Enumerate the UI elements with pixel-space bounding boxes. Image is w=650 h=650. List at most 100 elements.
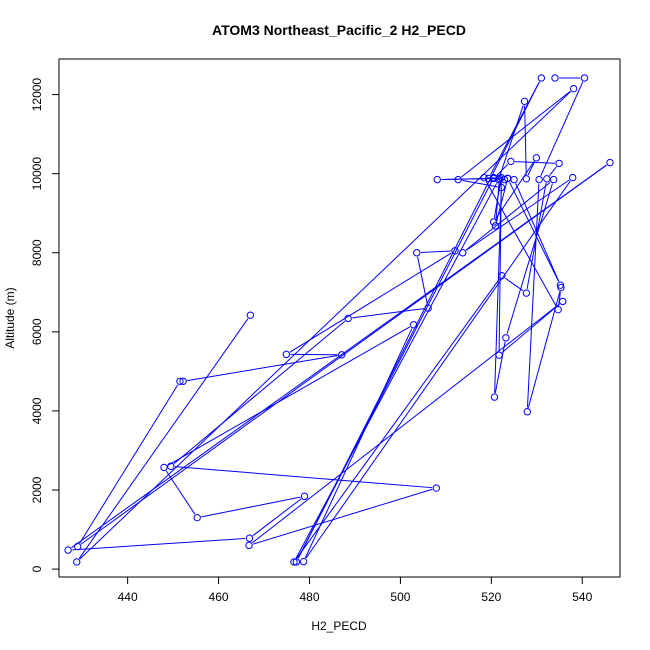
data-point [73, 542, 82, 551]
series-segment [72, 538, 246, 551]
series-segment [496, 182, 508, 222]
data-point [451, 247, 459, 255]
data-point [433, 175, 441, 184]
data-point [535, 175, 543, 184]
data-point [522, 289, 531, 297]
data-point [507, 157, 515, 166]
series-segment [494, 341, 506, 394]
y-tick-label: 0 [30, 565, 44, 572]
y-tick-label: 10000 [30, 157, 44, 191]
x-tick-label: 500 [390, 590, 410, 604]
data-point [559, 297, 567, 306]
data-point [193, 513, 201, 522]
series-segment [527, 161, 535, 176]
series-segment [296, 278, 500, 559]
data-point [549, 175, 558, 184]
series-segment [305, 180, 571, 559]
data-point [502, 334, 510, 342]
data-point [569, 84, 578, 93]
series-segment [509, 181, 560, 282]
series-segment [499, 105, 524, 176]
data-point [490, 393, 499, 401]
series-segment [515, 161, 555, 164]
data-point [160, 463, 168, 472]
data-point [500, 175, 509, 184]
series-segment [504, 277, 524, 292]
series-segment [304, 328, 413, 558]
series-segment [494, 191, 502, 393]
y-tick-label: 12000 [30, 78, 44, 112]
series-segment [485, 181, 557, 307]
series-segment [79, 384, 179, 544]
data-point [282, 350, 291, 359]
data-point [569, 173, 577, 182]
data-point [64, 546, 72, 554]
series-segment [496, 164, 509, 176]
series-segment [540, 81, 584, 176]
data-point [176, 377, 184, 385]
data-point [432, 484, 441, 492]
series-lines [71, 77, 607, 560]
y-tick-label: 8000 [30, 239, 44, 266]
data-point [497, 183, 506, 192]
y-tick-label: 6000 [30, 318, 44, 345]
chart-title: ATOM3 Northeast_Pacific_2 H2_PECD [212, 22, 466, 38]
series-segment [174, 466, 433, 489]
series-segment [524, 105, 527, 175]
series-segment [167, 326, 411, 466]
data-point [300, 492, 309, 501]
data-point [532, 154, 541, 162]
series-segment [187, 354, 338, 382]
series-segment [515, 183, 560, 282]
series-segment [490, 81, 540, 175]
data-point [344, 314, 352, 323]
data-point [489, 173, 498, 182]
series-segment [252, 303, 560, 544]
data-point [424, 304, 432, 312]
series-segment [462, 179, 498, 188]
x-axis: 440 460 480 500 520 540 [118, 577, 593, 604]
data-point [489, 218, 498, 226]
data-point [290, 558, 298, 566]
x-tick-label: 480 [299, 590, 319, 604]
data-point [580, 74, 589, 82]
data-point [245, 541, 253, 550]
data-point [413, 249, 421, 257]
data-point [522, 175, 531, 183]
y-tick-label: 4000 [30, 397, 44, 424]
data-point [520, 97, 529, 106]
data-point [551, 74, 559, 82]
series-segment [78, 318, 249, 559]
plot-frame [58, 58, 621, 578]
series-segment [352, 308, 425, 319]
data-point [606, 158, 614, 167]
data-point [167, 462, 175, 470]
series-segment [289, 252, 452, 353]
data-point [554, 305, 562, 314]
data-point [557, 283, 565, 292]
data-point [454, 175, 462, 184]
data-point [245, 534, 254, 542]
data-point [299, 557, 308, 566]
series-segment [549, 166, 557, 176]
series-segment [297, 81, 540, 559]
x-tick-label: 540 [572, 590, 592, 604]
data-point [409, 321, 418, 329]
x-tick-label: 440 [118, 590, 138, 604]
data-point [179, 377, 187, 385]
data-point [338, 351, 346, 359]
data-point [480, 173, 488, 182]
data-point [491, 222, 500, 230]
y-axis: 0 2000 4000 6000 8000 10000 12000 [30, 78, 59, 572]
data-point [555, 159, 563, 168]
data-point [292, 558, 301, 566]
data-point [484, 174, 493, 183]
series-segment [79, 91, 571, 560]
x-axis-label: H2_PECD [311, 619, 367, 633]
series-segment [527, 291, 561, 408]
data-point [246, 311, 255, 319]
series-segment [252, 488, 433, 545]
y-tick-label: 2000 [30, 476, 44, 503]
series-segment [201, 496, 301, 518]
